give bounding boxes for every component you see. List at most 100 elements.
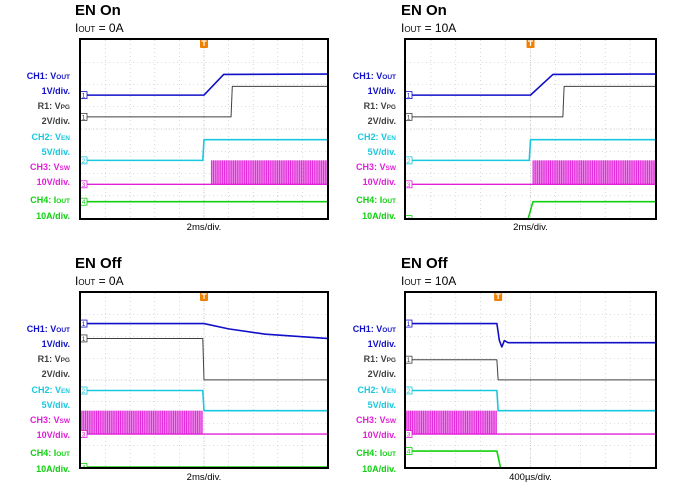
legend-ch4-scale: 10A/div. (36, 211, 70, 221)
legend-name: CH1: V (352, 71, 383, 81)
legend-ch2-scale: 5V/div. (367, 147, 396, 157)
marker-label: 2 (82, 158, 86, 165)
legend-name: CH3: V (356, 162, 386, 172)
legend-ch3-label: CH3: VSW (356, 161, 396, 175)
trigger-glyph (201, 40, 207, 46)
channel-marker-r1: 1 (79, 334, 88, 343)
marker-label: 1 (407, 114, 411, 121)
trace-ch2 (406, 138, 655, 162)
panel-title: EN Off (401, 255, 448, 272)
trigger-glyph (201, 293, 207, 299)
channel-marker-ch1: 1 (404, 91, 413, 100)
trigger-marker-icon (200, 39, 208, 48)
plot-frame (79, 291, 329, 469)
marker-label: 1 (82, 114, 86, 121)
trace-ch1 (406, 73, 656, 96)
trace-ch3-switching (406, 160, 655, 185)
marker-label: 3 (82, 182, 86, 189)
scope-plot: 1 1 2 3 4 (79, 38, 329, 220)
panel-title: EN Off (75, 255, 122, 272)
condition-subscript: OUT (78, 25, 96, 34)
legend-subscript: SW (385, 418, 396, 425)
legend-name: CH3: V (30, 162, 60, 172)
channel-marker-ch1: 1 (404, 319, 413, 328)
legend-name: CH4: I (356, 448, 383, 458)
legend-subscript: EN (386, 388, 396, 395)
grid (406, 293, 655, 467)
marker-label: 2 (82, 388, 86, 395)
legend-subscript: EN (386, 135, 396, 142)
marker-label: 4 (407, 449, 411, 456)
trace-r1 (406, 85, 655, 118)
legend-ch3-scale: 10V/div. (362, 430, 396, 440)
channel-marker-r1: 1 (404, 355, 413, 364)
trigger-marker-icon (526, 39, 535, 48)
panel-condition: IOUT = 0A (75, 274, 124, 288)
legend-subscript: PG (386, 357, 396, 364)
legend-ch4-label: CH4: IOUT (356, 194, 396, 208)
legend-ch4-scale: 10A/div. (362, 211, 396, 221)
legend-subscript: SW (59, 165, 70, 172)
legend-ch1-scale: 1V/div. (367, 86, 396, 96)
legend-name: R1: V (363, 101, 387, 111)
legend-ch3-scale: 10V/div. (36, 177, 70, 187)
legend-r1-scale: 2V/div. (41, 369, 70, 379)
legend-name: CH3: V (356, 415, 386, 425)
panel-condition: IOUT = 10A (401, 274, 456, 288)
channel-marker-ch1: 1 (79, 91, 88, 100)
plot-frame (404, 38, 657, 220)
legend-subscript: SW (59, 418, 70, 425)
legend-subscript: SW (385, 165, 396, 172)
channel-marker-ch4: 4 (79, 197, 88, 206)
condition-value: = 10A (421, 274, 457, 288)
legend-ch4-label: CH4: IOUT (30, 447, 70, 461)
channel-marker-ch1: 1 (79, 319, 88, 328)
panel-condition: IOUT = 10A (401, 21, 456, 35)
legend-subscript: OUT (56, 74, 70, 81)
legend-subscript: OUT (56, 451, 70, 458)
legend-ch3-scale: 10V/div. (36, 430, 70, 440)
legend-name: CH2: V (357, 385, 387, 395)
legend-ch1-label: CH1: VOUT (27, 70, 70, 84)
marker-label: 3 (82, 432, 86, 439)
trigger-glyph (528, 40, 533, 46)
trace-ch2 (81, 138, 327, 162)
legend-subscript: OUT (382, 451, 396, 458)
condition-prefix: I (75, 21, 79, 35)
trace-r1 (81, 85, 327, 118)
legend-ch2-scale: 5V/div. (41, 400, 70, 410)
channel-marker-ch2: 2 (404, 386, 413, 395)
legend-r1-scale: 2V/div. (41, 116, 70, 126)
legend-subscript: PG (386, 104, 396, 111)
timebase-label: 2ms/div. (186, 472, 222, 483)
legend-name: CH1: V (26, 71, 57, 81)
legend-ch1-scale: 1V/div. (41, 339, 70, 349)
legend-ch1-label: CH1: VOUT (353, 323, 396, 337)
legend-ch4-scale: 10A/div. (36, 464, 70, 474)
legend-subscript: EN (60, 135, 70, 142)
condition-subscript: OUT (404, 25, 422, 34)
plot-frame (79, 38, 329, 220)
legend-name: CH2: V (357, 132, 387, 142)
legend-name: CH2: V (31, 132, 61, 142)
marker-label: 1 (82, 336, 86, 343)
marker-label: 2 (407, 388, 411, 395)
legend-name: R1: V (37, 354, 61, 364)
trigger-marker-icon (494, 292, 503, 301)
timebase-label: 2ms/div. (186, 222, 222, 233)
legend-r1-scale: 2V/div. (367, 369, 396, 379)
condition-value: = 10A (421, 21, 457, 35)
legend-ch2-label: CH2: VEN (31, 131, 70, 145)
legend-subscript: OUT (382, 327, 396, 334)
legend-ch1-label: CH1: VOUT (353, 70, 396, 84)
legend-r1-label: R1: VPG (38, 353, 70, 367)
legend-name: CH4: I (30, 448, 57, 458)
trace-ch3-switching (80, 410, 327, 435)
legend-subscript: PG (60, 104, 70, 111)
trace-ch2 (406, 389, 655, 412)
legend-ch3-label: CH3: VSW (356, 414, 396, 428)
channel-marker-ch3: 3 (79, 430, 88, 439)
